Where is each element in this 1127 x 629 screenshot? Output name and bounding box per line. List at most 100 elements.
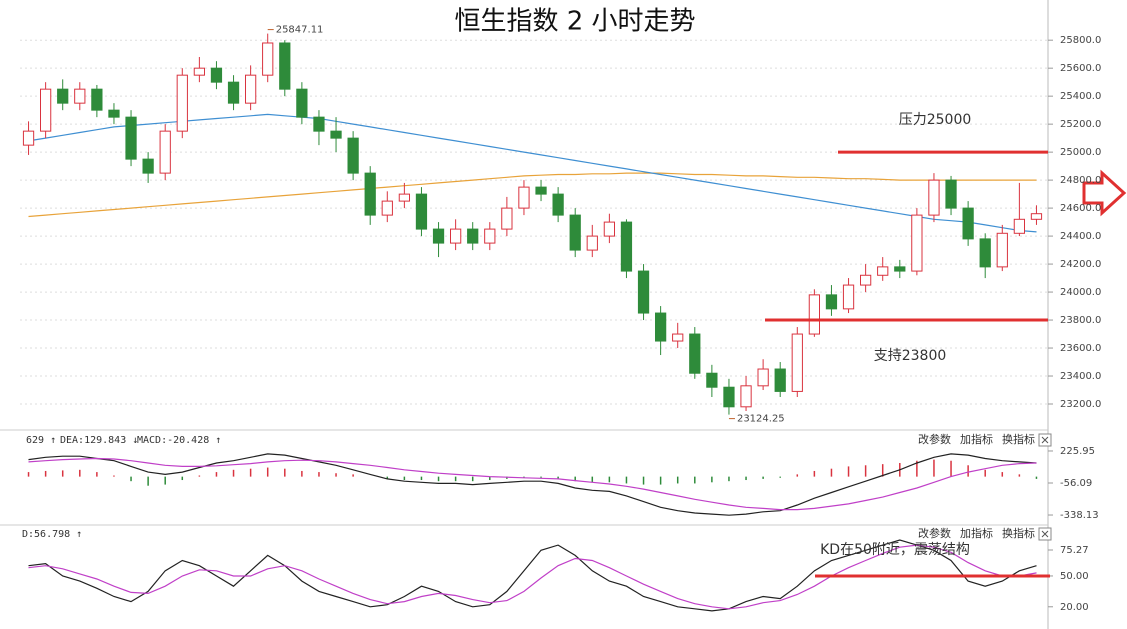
candle-body: [398, 193, 410, 202]
candle-body: [945, 179, 957, 209]
indicator-value: MACD:-20.428 ↑: [137, 435, 221, 446]
candle-body: [330, 130, 342, 139]
extreme-label: 25847.11: [276, 25, 324, 36]
candle-body: [928, 179, 940, 216]
y-tick-label: -338.13: [1060, 510, 1099, 521]
series-line: [28, 453, 1037, 516]
annotation: 压力25000: [899, 112, 972, 128]
candle-body: [552, 193, 564, 216]
candle-body: [381, 200, 393, 216]
candle-body: [825, 294, 838, 310]
y-tick-label: 24200.0: [1060, 259, 1101, 270]
y-tick-label: 75.27: [1060, 545, 1089, 556]
candle-body: [860, 274, 872, 286]
candle-body: [791, 333, 803, 392]
annotation: 支持23800: [874, 348, 947, 364]
y-tick-label: -56.09: [1060, 478, 1092, 489]
candle-body: [757, 368, 769, 387]
y-tick-label: 50.00: [1060, 571, 1089, 582]
candle-body: [689, 333, 701, 374]
candle-body: [535, 186, 547, 195]
toolbar-button[interactable]: 改参数: [918, 432, 951, 446]
candle-body: [262, 42, 274, 76]
y-tick-label: 24400.0: [1060, 231, 1101, 242]
indicator-value: DEA:129.843 ↓: [60, 435, 138, 446]
candle-body: [450, 228, 462, 244]
candle-body: [620, 221, 633, 272]
candle-body: [740, 385, 752, 408]
candle-body: [364, 172, 376, 216]
candle-body: [774, 368, 786, 392]
candle-body: [57, 88, 69, 104]
y-tick-label: 25400.0: [1060, 91, 1101, 102]
candle-body: [227, 81, 240, 104]
y-tick-label: 24000.0: [1060, 287, 1101, 298]
candle-body: [723, 386, 735, 408]
candle-body: [501, 207, 513, 230]
candle-body: [569, 214, 581, 251]
candle-body: [415, 193, 428, 230]
candle-body: [125, 116, 137, 160]
candle-body: [210, 67, 223, 83]
chart-title: 恒生指数 2 小时走势: [454, 7, 695, 37]
arrow-icon: [1082, 169, 1127, 217]
toolbar-button[interactable]: 改参数: [918, 526, 951, 540]
candle-body: [108, 109, 120, 118]
candle-body: [808, 294, 820, 335]
candle-body: [245, 74, 257, 104]
indicator-value: 629 ↑: [26, 435, 56, 446]
y-tick-label: 23200.0: [1060, 399, 1101, 410]
candle-body: [432, 228, 445, 244]
toolbar-button[interactable]: 加指标: [960, 526, 993, 540]
candle-body: [347, 137, 359, 174]
series-line: [28, 457, 1037, 511]
candle-body: [296, 88, 308, 118]
y-tick-label: 23600.0: [1060, 343, 1101, 354]
y-tick-label: 25200.0: [1060, 119, 1101, 130]
candle-body: [1030, 213, 1043, 220]
candle-body: [22, 130, 35, 146]
candle-body: [91, 88, 103, 111]
candle-body: [979, 238, 991, 268]
candle-body: [877, 266, 889, 276]
series-line: [28, 544, 1037, 610]
candle-body: [603, 221, 615, 237]
candle-body: [484, 228, 496, 244]
extreme-label: 23124.25: [737, 414, 785, 425]
candle-body: [637, 270, 650, 314]
candle-body: [706, 372, 718, 388]
candle-body: [672, 333, 684, 342]
candle-body: [894, 266, 906, 272]
series-line: [28, 113, 1037, 233]
y-tick-label: 23400.0: [1060, 371, 1101, 382]
candle-body: [142, 158, 154, 174]
candle-body: [313, 116, 325, 132]
candle-body: [193, 67, 205, 76]
toolbar-button[interactable]: 换指标: [1002, 526, 1035, 540]
candle-body: [279, 42, 291, 90]
candle-body: [996, 232, 1008, 268]
candle-body: [518, 186, 530, 209]
candle-body: [159, 130, 171, 174]
candle-body: [962, 207, 974, 240]
indicator-value: D:56.798 ↑: [22, 529, 82, 540]
series-line: [28, 539, 1037, 612]
candle-body: [655, 312, 667, 342]
candle-body: [911, 214, 923, 272]
y-tick-label: 25000.0: [1060, 147, 1101, 158]
candle-body: [74, 88, 86, 104]
candle-body: [40, 88, 52, 132]
y-tick-label: 25800.0: [1060, 35, 1101, 46]
y-tick-label: 23800.0: [1060, 315, 1101, 326]
close-icon: [1041, 530, 1049, 538]
y-tick-label: 20.00: [1060, 602, 1089, 613]
candle-body: [1013, 218, 1025, 234]
y-tick-label: 25600.0: [1060, 63, 1101, 74]
candle-body: [842, 284, 855, 310]
toolbar-button[interactable]: 换指标: [1002, 432, 1035, 446]
candle-body: [176, 74, 188, 132]
y-tick-label: 24600.0: [1060, 203, 1101, 214]
toolbar-button[interactable]: 加指标: [960, 432, 993, 446]
candle-body: [467, 228, 479, 244]
